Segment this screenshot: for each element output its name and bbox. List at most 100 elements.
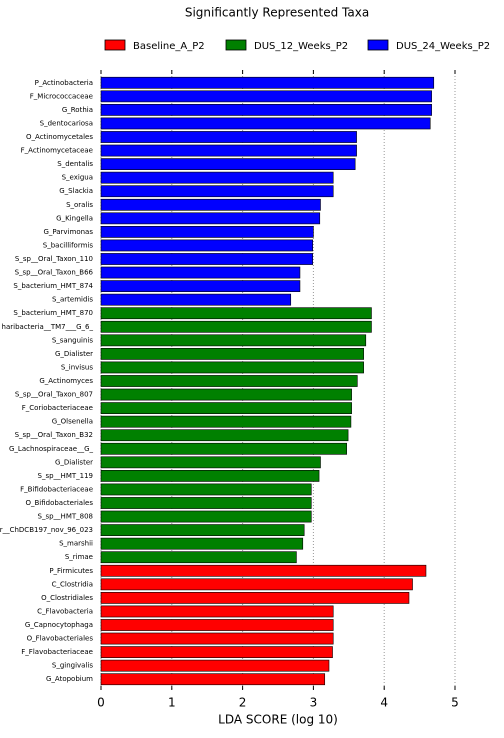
bar (100, 198, 321, 211)
bar (100, 253, 313, 265)
bar (100, 361, 364, 374)
x-tick-label: 5 (451, 696, 459, 710)
bar (100, 117, 431, 130)
category-label: G_Kingella (56, 214, 93, 222)
category-label: r__ChDCB197_nov_96_023 (0, 526, 93, 534)
bar (100, 388, 352, 401)
category-label: G_Atopobium (46, 675, 93, 683)
category-label: S_bacilliformis (43, 241, 94, 249)
bar (100, 564, 427, 577)
legend-label: DUS_24_Weeks_P2 (396, 41, 490, 52)
legend-label: DUS_12_Weeks_P2 (254, 41, 348, 52)
bar (100, 592, 410, 604)
category-label: F_Micrococcaceae (30, 92, 93, 100)
category-label: S_sp__HMT_119 (38, 472, 93, 480)
bar (100, 144, 357, 157)
category-label: F_Coriobacteriaceae (22, 404, 93, 412)
bar (100, 537, 304, 550)
category-label: S_dentalis (57, 160, 93, 168)
x-tick-label: 4 (380, 696, 388, 710)
bar (100, 646, 333, 658)
bar (100, 632, 334, 645)
bar (100, 510, 312, 523)
x-tick-label: 2 (239, 696, 247, 710)
category-label: S_sp__Oral_Taxon_807 (15, 391, 93, 399)
bar (100, 348, 364, 360)
category-label: C_Clostridia (52, 580, 93, 588)
category-label: G_Lachnospiraceae__G_ (9, 445, 93, 453)
bar (100, 320, 372, 333)
bar (100, 158, 356, 170)
bar (100, 619, 334, 631)
bar (100, 334, 367, 347)
bar (100, 442, 347, 455)
category-label: F_Actinomycetaceae (21, 147, 93, 155)
legend-swatch (225, 39, 247, 51)
category-label: P_Firmicutes (49, 567, 93, 575)
bar (100, 185, 334, 198)
bar (100, 470, 320, 482)
bar (100, 429, 349, 442)
bar (100, 280, 301, 292)
bar (100, 497, 312, 509)
category-label: G_Dialister (55, 458, 93, 466)
category-label: F_Flavobacteriaceae (21, 648, 93, 656)
category-label: S_sp__Oral_Taxon_B66 (15, 269, 94, 277)
category-label: G_Slackia (59, 187, 93, 195)
category-label: F_Bifidobacteriaceae (20, 485, 93, 493)
category-label: O_Flavobacteriales (27, 635, 94, 643)
category-label: S_sp__Oral_Taxon_110 (15, 255, 93, 263)
category-label: S_gingivalis (52, 662, 93, 670)
bar (100, 551, 297, 564)
category-label: S_sp__HMT_808 (38, 513, 93, 521)
category-label: S_exigua (62, 174, 93, 182)
category-label: O_Actinomycetales (26, 133, 93, 141)
bar (100, 605, 334, 618)
x-tick-label: 0 (97, 696, 105, 710)
bar (100, 524, 305, 536)
category-label: S_invisus (61, 363, 93, 371)
category-label: S_rimae (65, 553, 93, 561)
category-label: G_Rothia (62, 106, 93, 114)
category-label: G_Olsenella (52, 418, 93, 426)
category-label: S_artemidis (52, 296, 93, 304)
x-tick-label: 3 (310, 696, 318, 710)
bar (100, 90, 432, 103)
category-label: G_Dialister (55, 350, 93, 358)
bar (100, 226, 314, 238)
bar (100, 293, 292, 306)
bar (100, 578, 413, 591)
bar (100, 375, 358, 387)
legend-swatch (104, 39, 126, 51)
bar (100, 171, 334, 184)
category-label: C_Flavobacteria (37, 607, 93, 615)
category-label: S_bacterium_HMT_870 (13, 309, 93, 317)
category-label: G_Actinomyces (39, 377, 93, 385)
category-label: O_Clostridiales (41, 594, 93, 602)
category-label: S_sanguinis (52, 336, 94, 344)
x-axis-label: LDA SCORE (log 10) (218, 713, 338, 727)
chart-title: Significantly Represented Taxa (185, 6, 369, 20)
bar (100, 402, 352, 414)
x-tick-label: 1 (168, 696, 176, 710)
bar (100, 104, 432, 116)
category-label: S_marshii (59, 540, 93, 548)
category-label: P_Actinobacteria (35, 79, 93, 87)
category-label: S_bacterium_HMT_874 (13, 282, 93, 290)
legend-swatch (367, 39, 389, 51)
bar (100, 266, 301, 279)
bar (100, 673, 326, 686)
category-label: S_oralis (66, 201, 93, 209)
category-label: S_dentocariosa (40, 119, 93, 127)
bar (100, 212, 321, 225)
category-label: haribacteria__TM7___G_6_ (2, 323, 94, 331)
bar (100, 131, 357, 143)
bar (100, 239, 313, 252)
bar (100, 415, 352, 428)
bar (100, 483, 312, 496)
category-label: S_sp__Oral_Taxon_B32 (15, 431, 93, 439)
category-label: O_Bifidobacteriales (25, 499, 93, 507)
bar (100, 659, 330, 672)
bar (100, 76, 435, 89)
